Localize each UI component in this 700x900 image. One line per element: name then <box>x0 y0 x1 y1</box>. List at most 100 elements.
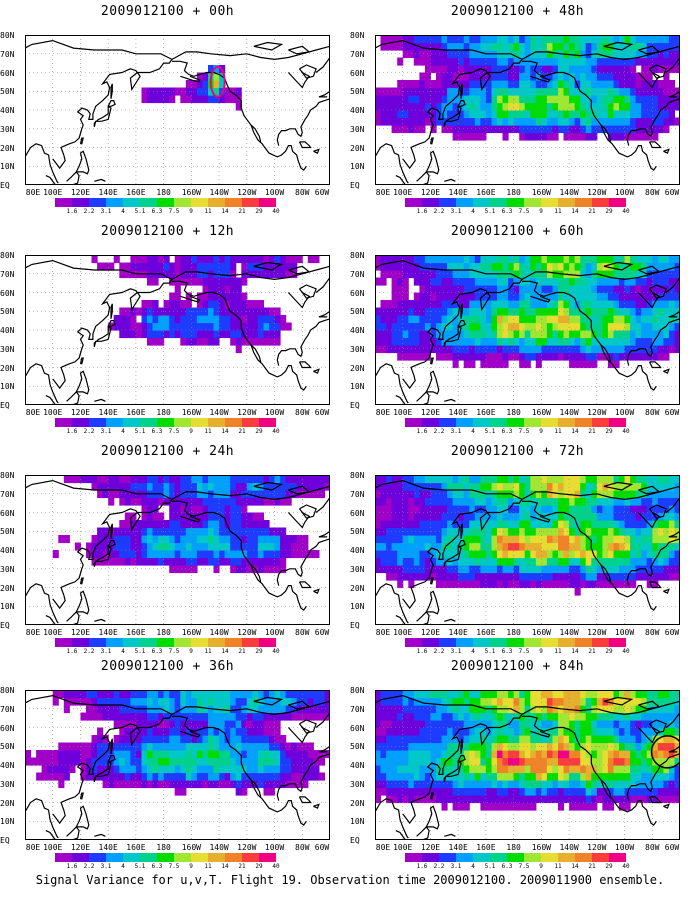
variance-cell <box>474 87 481 96</box>
coastline <box>522 500 657 611</box>
variance-cell <box>380 255 387 264</box>
variance-cell <box>413 110 420 119</box>
variance-cell <box>646 72 653 81</box>
variance-cell <box>185 322 192 331</box>
variance-cell <box>585 557 592 566</box>
variance-cell <box>674 50 680 59</box>
variance-cell <box>269 565 276 574</box>
variance-cell <box>397 490 404 499</box>
variance-cell <box>596 735 603 744</box>
variance-cell <box>413 87 420 96</box>
variance-cell <box>535 757 542 766</box>
variance-cell <box>463 110 470 119</box>
variance-cell <box>375 542 382 551</box>
variance-cell <box>280 697 287 706</box>
variance-cell <box>135 780 142 789</box>
variance-cell <box>441 735 448 744</box>
variance-cell <box>180 490 187 499</box>
variance-cell <box>497 117 504 126</box>
variance-cell <box>452 322 459 331</box>
variance-cell <box>458 475 465 484</box>
variance-cell <box>619 110 626 119</box>
variance-cell <box>191 315 198 324</box>
variance-cell <box>441 87 448 96</box>
variance-cell <box>596 572 603 581</box>
variance-cell <box>469 565 476 574</box>
variance-cell <box>613 42 620 51</box>
variance-cell <box>657 345 664 354</box>
variance-cell <box>280 490 287 499</box>
variance-cell <box>485 742 492 751</box>
variance-cell <box>219 735 226 744</box>
longitude-label: 160E <box>476 408 496 417</box>
variance-cell <box>463 750 470 759</box>
variance-cell <box>541 482 548 491</box>
variance-cell <box>657 542 664 551</box>
variance-cell <box>546 750 553 759</box>
variance-cell <box>574 712 581 721</box>
colorbar-label: 2.2 <box>83 428 95 435</box>
variance-cell <box>591 727 598 736</box>
variance-cell <box>375 720 382 729</box>
variance-cell <box>436 720 443 729</box>
variance-cell <box>130 270 137 279</box>
variance-cell <box>530 337 537 346</box>
forecast-panel: 2009012100 + 24h 80N 70N 60N 50N 40N 30N 20N 10N… <box>0 440 335 655</box>
variance-cell <box>524 65 531 74</box>
variance-cell <box>302 475 309 484</box>
variance-cell <box>574 735 581 744</box>
variance-cell <box>607 557 614 566</box>
variance-cell <box>318 757 325 766</box>
variance-cell <box>436 35 443 44</box>
variance-cell <box>408 787 415 796</box>
variance-cell <box>635 277 642 286</box>
variance-cell <box>602 80 609 89</box>
variance-cell <box>230 307 237 316</box>
variance-cell <box>585 35 592 44</box>
variance-cell <box>224 705 231 714</box>
coastline <box>313 368 320 374</box>
variance-cell <box>546 697 553 706</box>
variance-cell <box>585 337 592 346</box>
variance-cell <box>469 535 476 544</box>
variance-cell <box>257 255 264 264</box>
variance-cell <box>596 110 603 119</box>
variance-cell <box>652 110 659 119</box>
variance-cell <box>485 750 492 759</box>
longitude-label: 100E <box>43 188 63 197</box>
coastline <box>45 395 56 405</box>
variance-cell <box>508 117 515 126</box>
coastline <box>66 825 80 840</box>
variance-cell <box>213 72 220 81</box>
variance-cell <box>257 520 264 529</box>
variance-cell <box>558 35 565 44</box>
variance-cell <box>452 690 459 699</box>
variance-cell <box>524 795 531 804</box>
variance-cell <box>102 750 109 759</box>
variance-cell <box>191 757 198 766</box>
colorbar-swatch <box>558 198 575 207</box>
colorbar <box>405 198 626 207</box>
variance-cell <box>574 292 581 301</box>
variance-cell <box>241 697 248 706</box>
variance-cell <box>185 690 192 699</box>
variance-cell <box>147 735 154 744</box>
variance-cell <box>269 535 276 544</box>
variance-cell <box>596 117 603 126</box>
variance-cell <box>596 757 603 766</box>
variance-cell <box>413 757 420 766</box>
colorbar-swatch <box>72 198 89 207</box>
variance-cell <box>202 720 209 729</box>
variance-cell <box>491 787 498 796</box>
variance-cell <box>135 735 142 744</box>
variance-cell <box>619 87 626 96</box>
variance-cell <box>230 255 237 264</box>
variance-cell <box>97 482 104 491</box>
variance-cell <box>480 505 487 514</box>
variance-cell <box>257 337 264 346</box>
coastline <box>457 99 466 107</box>
variance-cell <box>397 330 404 339</box>
variance-cell <box>380 690 387 699</box>
variance-cell <box>408 520 415 529</box>
variance-cell <box>563 527 570 536</box>
